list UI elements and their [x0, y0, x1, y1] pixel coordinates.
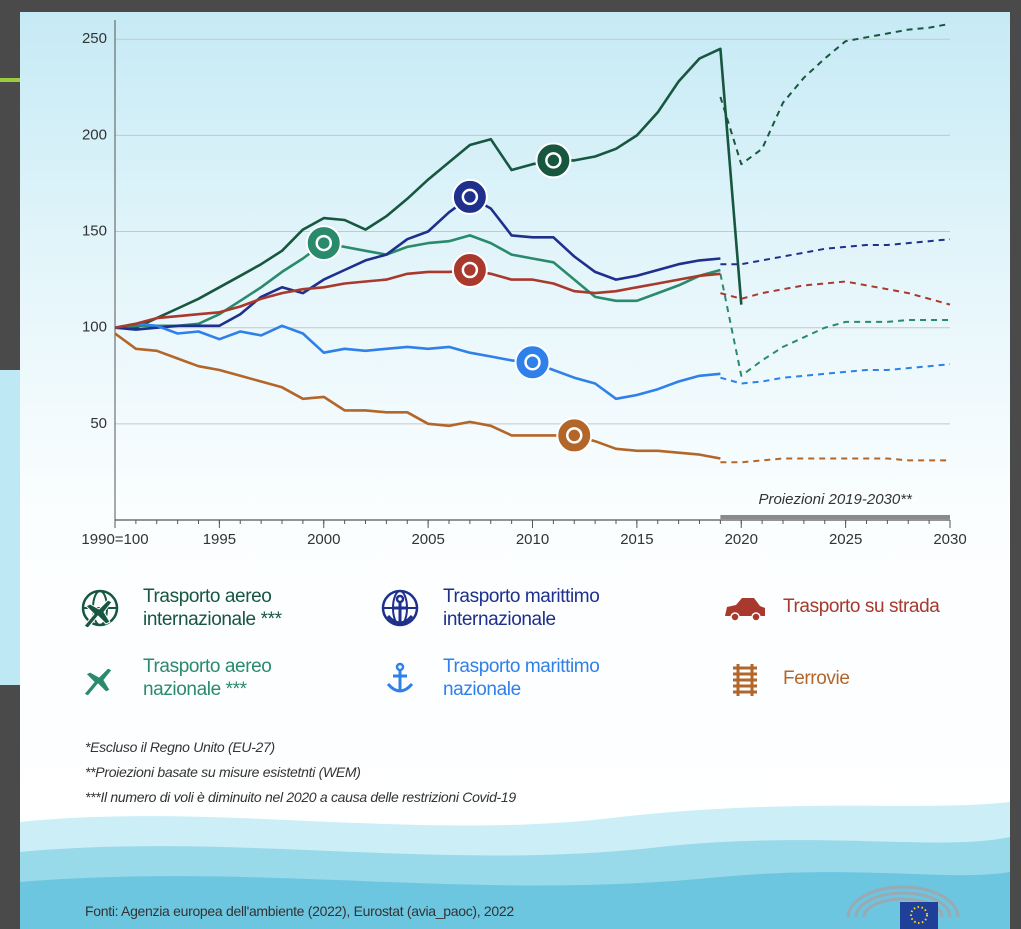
- series-badge: [453, 180, 487, 214]
- y-tick-label: 150: [82, 223, 107, 240]
- chart-panel: 50 100 150 200 250 1990=100 1995 2000 2005 2010 20…: [20, 12, 1010, 929]
- footnote: *Escluso il Regno Unito (EU-27): [85, 739, 275, 755]
- legend-label: Ferrovie: [783, 667, 1003, 690]
- x-tick-label: 2020: [725, 531, 758, 548]
- projection-label: Proiezioni 2019-2030**: [758, 491, 913, 508]
- background-strip: [0, 78, 20, 82]
- y-tick-label: 100: [82, 319, 107, 336]
- legend-label: Trasporto marittimo internazionale: [443, 585, 623, 631]
- legend-label: Trasporto marittimo nazionale: [443, 655, 623, 701]
- footnote: **Proiezioni basate su misure esistetnti…: [85, 764, 361, 780]
- x-tick-label: 2030: [933, 531, 966, 548]
- y-tick-label: 200: [82, 126, 107, 143]
- x-tick-label: 1995: [203, 531, 236, 548]
- page: {"chart_data":{"type":"line", "x":[1990,…: [0, 0, 1021, 929]
- x-tick-label: 2005: [411, 531, 444, 548]
- x-tick-label: 1990=100: [81, 531, 148, 548]
- series-badge: [536, 143, 570, 177]
- footnote: ***Il numero di voli è diminuito nel 202…: [85, 789, 516, 805]
- legend-label: Trasporto aereo nazionale ***: [143, 655, 323, 701]
- series-badge: [516, 345, 550, 379]
- source: Fonti: Agenzia europea dell'ambiente (20…: [85, 903, 514, 919]
- x-tick-label: 2015: [620, 531, 653, 548]
- legend-label: Trasporto su strada: [783, 595, 1003, 618]
- series-badge: [453, 253, 487, 287]
- x-tick-label: 2000: [307, 531, 340, 548]
- y-tick-label: 50: [90, 415, 107, 432]
- series-badge: [307, 226, 341, 260]
- legend-label: Trasporto aereo internazionale ***: [143, 585, 323, 631]
- projection-bar: [720, 515, 950, 519]
- series-badge: [557, 418, 591, 452]
- y-tick-label: 250: [82, 30, 107, 47]
- x-tick-label: 2025: [829, 531, 862, 548]
- legend-icon: [731, 613, 739, 621]
- background-panel: [0, 370, 20, 685]
- legend-icon: [752, 613, 760, 621]
- x-tick-label: 2010: [516, 531, 549, 548]
